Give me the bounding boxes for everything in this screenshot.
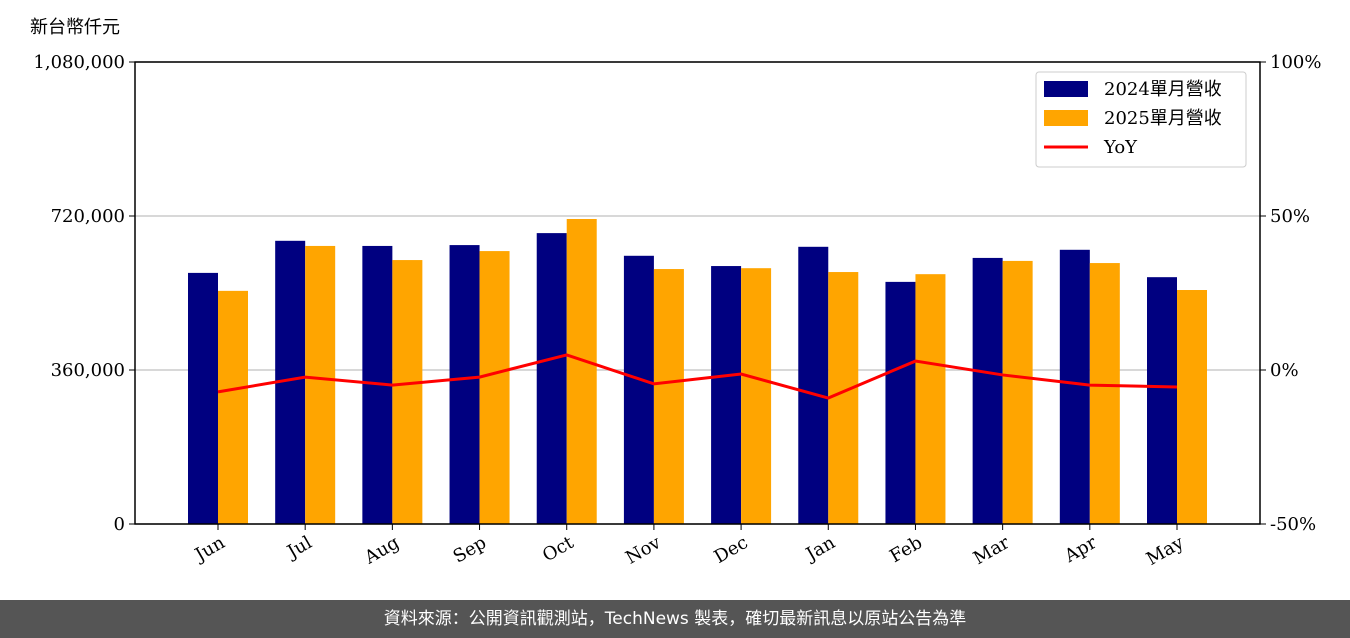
plot-frame [134,61,1261,525]
bar [915,274,946,524]
bar [479,251,510,525]
bar [798,246,829,525]
x-tick-label: Sep [450,532,490,567]
x-tick-label: Jan [801,532,839,566]
x-tick-label: Feb [886,532,926,567]
bar [828,272,859,524]
bar [741,268,772,524]
bar [536,233,567,524]
y-tick-label: 0 [114,514,125,535]
legend-box [1035,71,1247,168]
y-tick-label: 720,000 [51,206,125,227]
bar [566,218,597,524]
y-axis-label: 新台幣仟元 [30,17,120,38]
y-tick-label: 1,080,000 [33,52,125,73]
bar [972,257,1003,524]
legend-label: 2025單月營收 [1104,108,1222,129]
bar [392,260,423,524]
bar [218,290,248,524]
bar [653,269,684,524]
x-tick-label: Jul [282,532,316,564]
y2-tick-label: -50% [1270,514,1316,535]
x-tick-label: Apr [1060,532,1100,567]
x-tick-label: Mar [970,532,1014,569]
footer: 資料來源：公開資訊觀測站，TechNews 製表，確切最新訊息以原站公告為準 [0,600,1350,638]
x-tick-label: Oct [539,532,578,567]
bar [623,255,654,525]
bar [449,245,480,525]
bar [1059,249,1090,525]
bar [885,281,916,524]
legend: 2024單月營收 2025單月營收 YoY [1035,71,1247,168]
y2-tick-label: 0% [1270,360,1299,381]
legend-label: YoY [1103,137,1138,158]
bar [188,272,218,524]
legend-swatch [1044,81,1088,97]
page: {"chart_data":{"type":"bar-line","y_labe… [0,17,1350,638]
bar [1002,260,1033,524]
x-tick-label: Nov [622,532,665,569]
legend-label: 2024單月營收 [1104,79,1222,100]
x-tick-label: Jun [190,532,229,567]
x-tick-label: Dec [711,532,752,568]
bar [305,245,336,524]
bar [1177,290,1207,524]
bar [1147,277,1177,524]
legend-swatch [1044,110,1088,126]
x-tick-label: May [1143,532,1188,570]
bar [711,266,742,524]
bar [1089,263,1120,524]
chart: 新台幣仟元 0 360,000 720,000 1,080,000 -50% 0% 50% 1… [30,17,1321,570]
y2-tick-label: 50% [1270,206,1310,227]
x-tick-label: Aug [360,532,403,569]
y-tick-label: 360,000 [51,360,125,381]
yoy-line [217,353,1178,400]
y2-tick-label: 100% [1270,52,1321,73]
